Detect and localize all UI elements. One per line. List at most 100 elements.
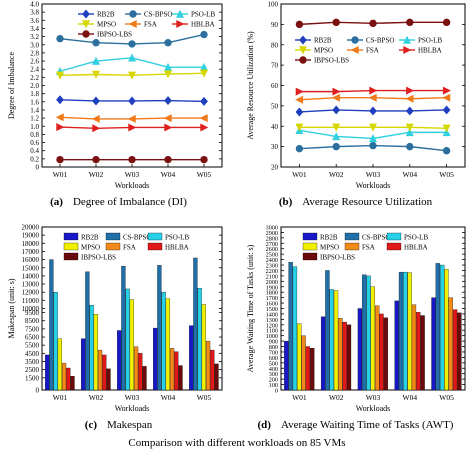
- legend-label: MPSO: [81, 244, 100, 252]
- y-tick-label: 1600: [266, 301, 278, 308]
- y-tick-label: 19000: [22, 232, 40, 240]
- y-axis-label: Degree of Imbalance: [7, 52, 16, 120]
- legend-marker: [82, 30, 90, 38]
- x-axis-label: Workloads: [115, 404, 149, 413]
- y-tick-label: 2600: [266, 246, 278, 253]
- y-tick-label: 2.6: [30, 58, 39, 66]
- bar: [157, 265, 162, 391]
- y-tick-label: 1500: [25, 374, 40, 382]
- data-point: [55, 71, 65, 80]
- x-tick-label: W03: [366, 170, 381, 179]
- bar: [407, 272, 412, 391]
- data-point: [406, 86, 415, 95]
- bar: [81, 338, 86, 391]
- bar: [431, 297, 436, 391]
- legend-swatch: [344, 232, 360, 241]
- x-tick-label: W02: [329, 393, 344, 402]
- y-tick-label: 200: [269, 377, 278, 384]
- data-point: [164, 123, 173, 132]
- y-tick-label: 1100: [266, 328, 278, 335]
- bar: [197, 287, 202, 391]
- legend-marker: [82, 9, 90, 19]
- bar: [214, 363, 219, 391]
- bar: [102, 354, 107, 391]
- y-tick-label: 1300: [266, 317, 278, 324]
- bar: [320, 316, 326, 391]
- data-point: [56, 123, 65, 132]
- data-point: [295, 123, 304, 132]
- legend-swatch: [147, 242, 163, 251]
- bar: [362, 274, 367, 391]
- legend-label: IBPSO-LBS: [320, 254, 355, 262]
- x-tick-label: W02: [89, 393, 104, 402]
- legend-swatch: [63, 252, 79, 261]
- y-tick-label: 300: [269, 371, 278, 378]
- data-point: [92, 124, 101, 133]
- y-tick-label: 2000: [266, 279, 278, 286]
- bar: [93, 314, 98, 391]
- data-point: [200, 155, 208, 164]
- x-tick-label: W05: [197, 170, 212, 179]
- subcaption-a: (a) Degree of Imbalance (DI): [50, 196, 187, 208]
- y-tick-label: 2100: [266, 273, 278, 280]
- bar: [305, 346, 311, 391]
- y-tick-label: 0: [275, 388, 278, 395]
- bar: [448, 297, 453, 391]
- y-tick-label: 1800: [266, 290, 278, 297]
- legend-swatch: [302, 242, 318, 251]
- y-tick-label: 1900: [266, 284, 278, 291]
- bar: [169, 348, 175, 391]
- data-point: [91, 56, 101, 65]
- bar: [165, 298, 170, 391]
- data-point: [406, 18, 414, 27]
- y-tick-label: 100: [268, 1, 279, 9]
- figure-caption: Comparison with different workloads on 8…: [128, 437, 346, 449]
- legend-swatch: [386, 232, 402, 241]
- y-tick-label: 3.4: [30, 25, 39, 33]
- data-point: [368, 93, 377, 102]
- data-point: [369, 141, 377, 150]
- bar: [89, 305, 94, 391]
- legend-swatch: [386, 242, 402, 251]
- legend-marker: [81, 20, 91, 29]
- y-tick-label: 11000: [22, 297, 40, 305]
- data-point: [163, 62, 173, 71]
- bar: [85, 271, 90, 391]
- bar: [106, 368, 111, 391]
- data-point: [295, 20, 304, 29]
- legend-marker: [299, 35, 307, 45]
- bar: [178, 365, 183, 391]
- legend-marker: [351, 36, 359, 44]
- y-tick-label: 70: [271, 62, 279, 70]
- y-tick-label: 6500: [25, 334, 40, 342]
- data-point: [92, 155, 100, 164]
- bar: [125, 288, 130, 391]
- data-point: [200, 123, 209, 132]
- bar: [292, 266, 298, 391]
- y-tick-label: 0.6: [30, 139, 39, 147]
- data-point: [442, 18, 451, 27]
- data-point: [56, 155, 64, 164]
- data-point: [295, 95, 304, 104]
- legend-label: MPSO: [320, 244, 339, 252]
- x-tick-label: W01: [292, 170, 307, 179]
- y-tick-label: 3.2: [30, 33, 39, 41]
- legend-label: FSA: [123, 244, 136, 252]
- legend-label: HBLBA: [418, 47, 442, 55]
- x-tick-label: W02: [329, 170, 344, 179]
- y-tick-label: 600: [269, 355, 278, 362]
- y-axis-label: Average Waiting Time of Tasks (unit: s): [246, 244, 255, 372]
- legend-label: IBPSO-LBS: [81, 254, 116, 262]
- bar: [411, 304, 417, 391]
- y-tick-label: 1.0: [30, 123, 39, 131]
- y-tick-label: 15000: [22, 264, 40, 272]
- legend-swatch: [63, 232, 79, 241]
- x-tick-label: W03: [125, 170, 140, 179]
- y-tick-label: 16000: [22, 256, 40, 264]
- bar: [329, 289, 334, 391]
- data-point: [369, 19, 377, 28]
- bar: [457, 312, 462, 391]
- subcaption-d: (d) Average Waiting Time of Tasks (AWT): [257, 419, 454, 431]
- data-point: [127, 71, 137, 80]
- bar: [133, 346, 139, 391]
